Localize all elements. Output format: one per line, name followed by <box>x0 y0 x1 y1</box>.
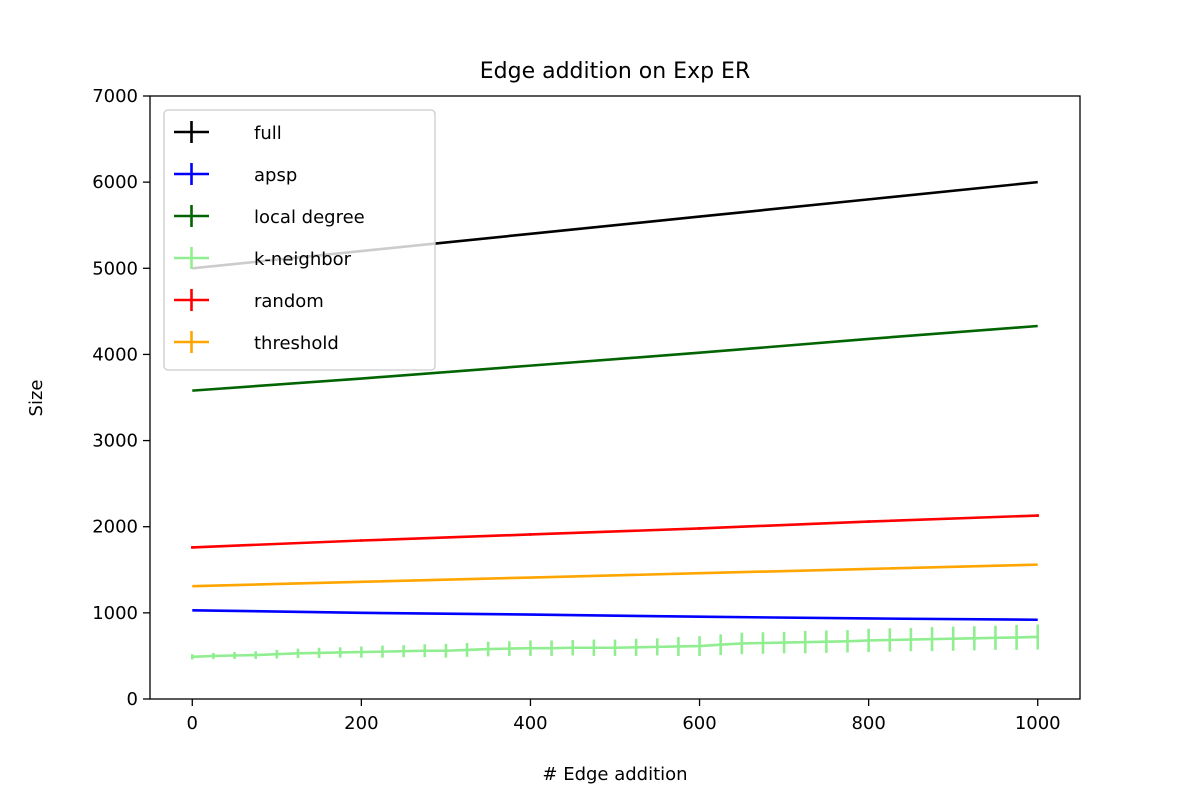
chart-title: Edge addition on Exp ER <box>480 59 750 84</box>
legend-label: apsp <box>254 165 297 186</box>
legend-label: threshold <box>254 333 339 354</box>
y-axis-ticks: 0 1000 2000 3000 4000 5000 6000 7000 <box>92 86 150 710</box>
legend-item: random <box>174 289 324 312</box>
y-axis-label: Size <box>26 380 47 417</box>
series-line <box>192 563 1038 588</box>
plot-series <box>190 180 1040 660</box>
y-tick-label: 7000 <box>92 86 138 107</box>
series-threshold <box>192 563 1038 588</box>
legend-label: random <box>254 291 324 312</box>
legend-label: local degree <box>254 207 365 228</box>
legend-box <box>163 109 436 371</box>
legend-item: k-neighbor <box>174 247 352 270</box>
legend-item: local degree <box>174 205 365 228</box>
x-tick-label: 600 <box>682 713 716 734</box>
x-tick-label: 1000 <box>1015 713 1061 734</box>
legend-item: threshold <box>174 331 339 354</box>
y-tick-label: 1000 <box>92 603 138 624</box>
x-axis-ticks: 0 200 400 600 800 1000 <box>187 699 1061 734</box>
y-tick-label: 4000 <box>92 344 138 365</box>
y-tick-label: 0 <box>127 689 138 710</box>
y-tick-label: 6000 <box>92 172 138 193</box>
legend-label: k-neighbor <box>254 249 352 270</box>
x-tick-label: 800 <box>851 713 885 734</box>
plot-frame <box>149 95 1081 700</box>
legend: full apsp local degree k-neighbor random thre… <box>163 109 436 371</box>
legend-item: apsp <box>174 163 297 186</box>
series-line <box>192 514 1038 549</box>
series-line <box>192 324 1038 392</box>
y-tick-label: 2000 <box>92 517 138 538</box>
series-apsp <box>192 608 1038 622</box>
y-tick-label: 5000 <box>92 258 138 279</box>
legend-item: full <box>174 121 282 144</box>
x-tick-label: 400 <box>513 713 547 734</box>
series-random <box>190 514 1040 549</box>
series-k-neighbor <box>190 624 1040 660</box>
x-tick-label: 0 <box>187 713 198 734</box>
series-line <box>192 608 1038 622</box>
series-local-degree <box>192 324 1038 392</box>
y-tick-label: 3000 <box>92 431 138 452</box>
x-tick-label: 200 <box>344 713 378 734</box>
legend-label: full <box>254 123 282 144</box>
x-axis-label: # Edge addition <box>542 764 687 785</box>
